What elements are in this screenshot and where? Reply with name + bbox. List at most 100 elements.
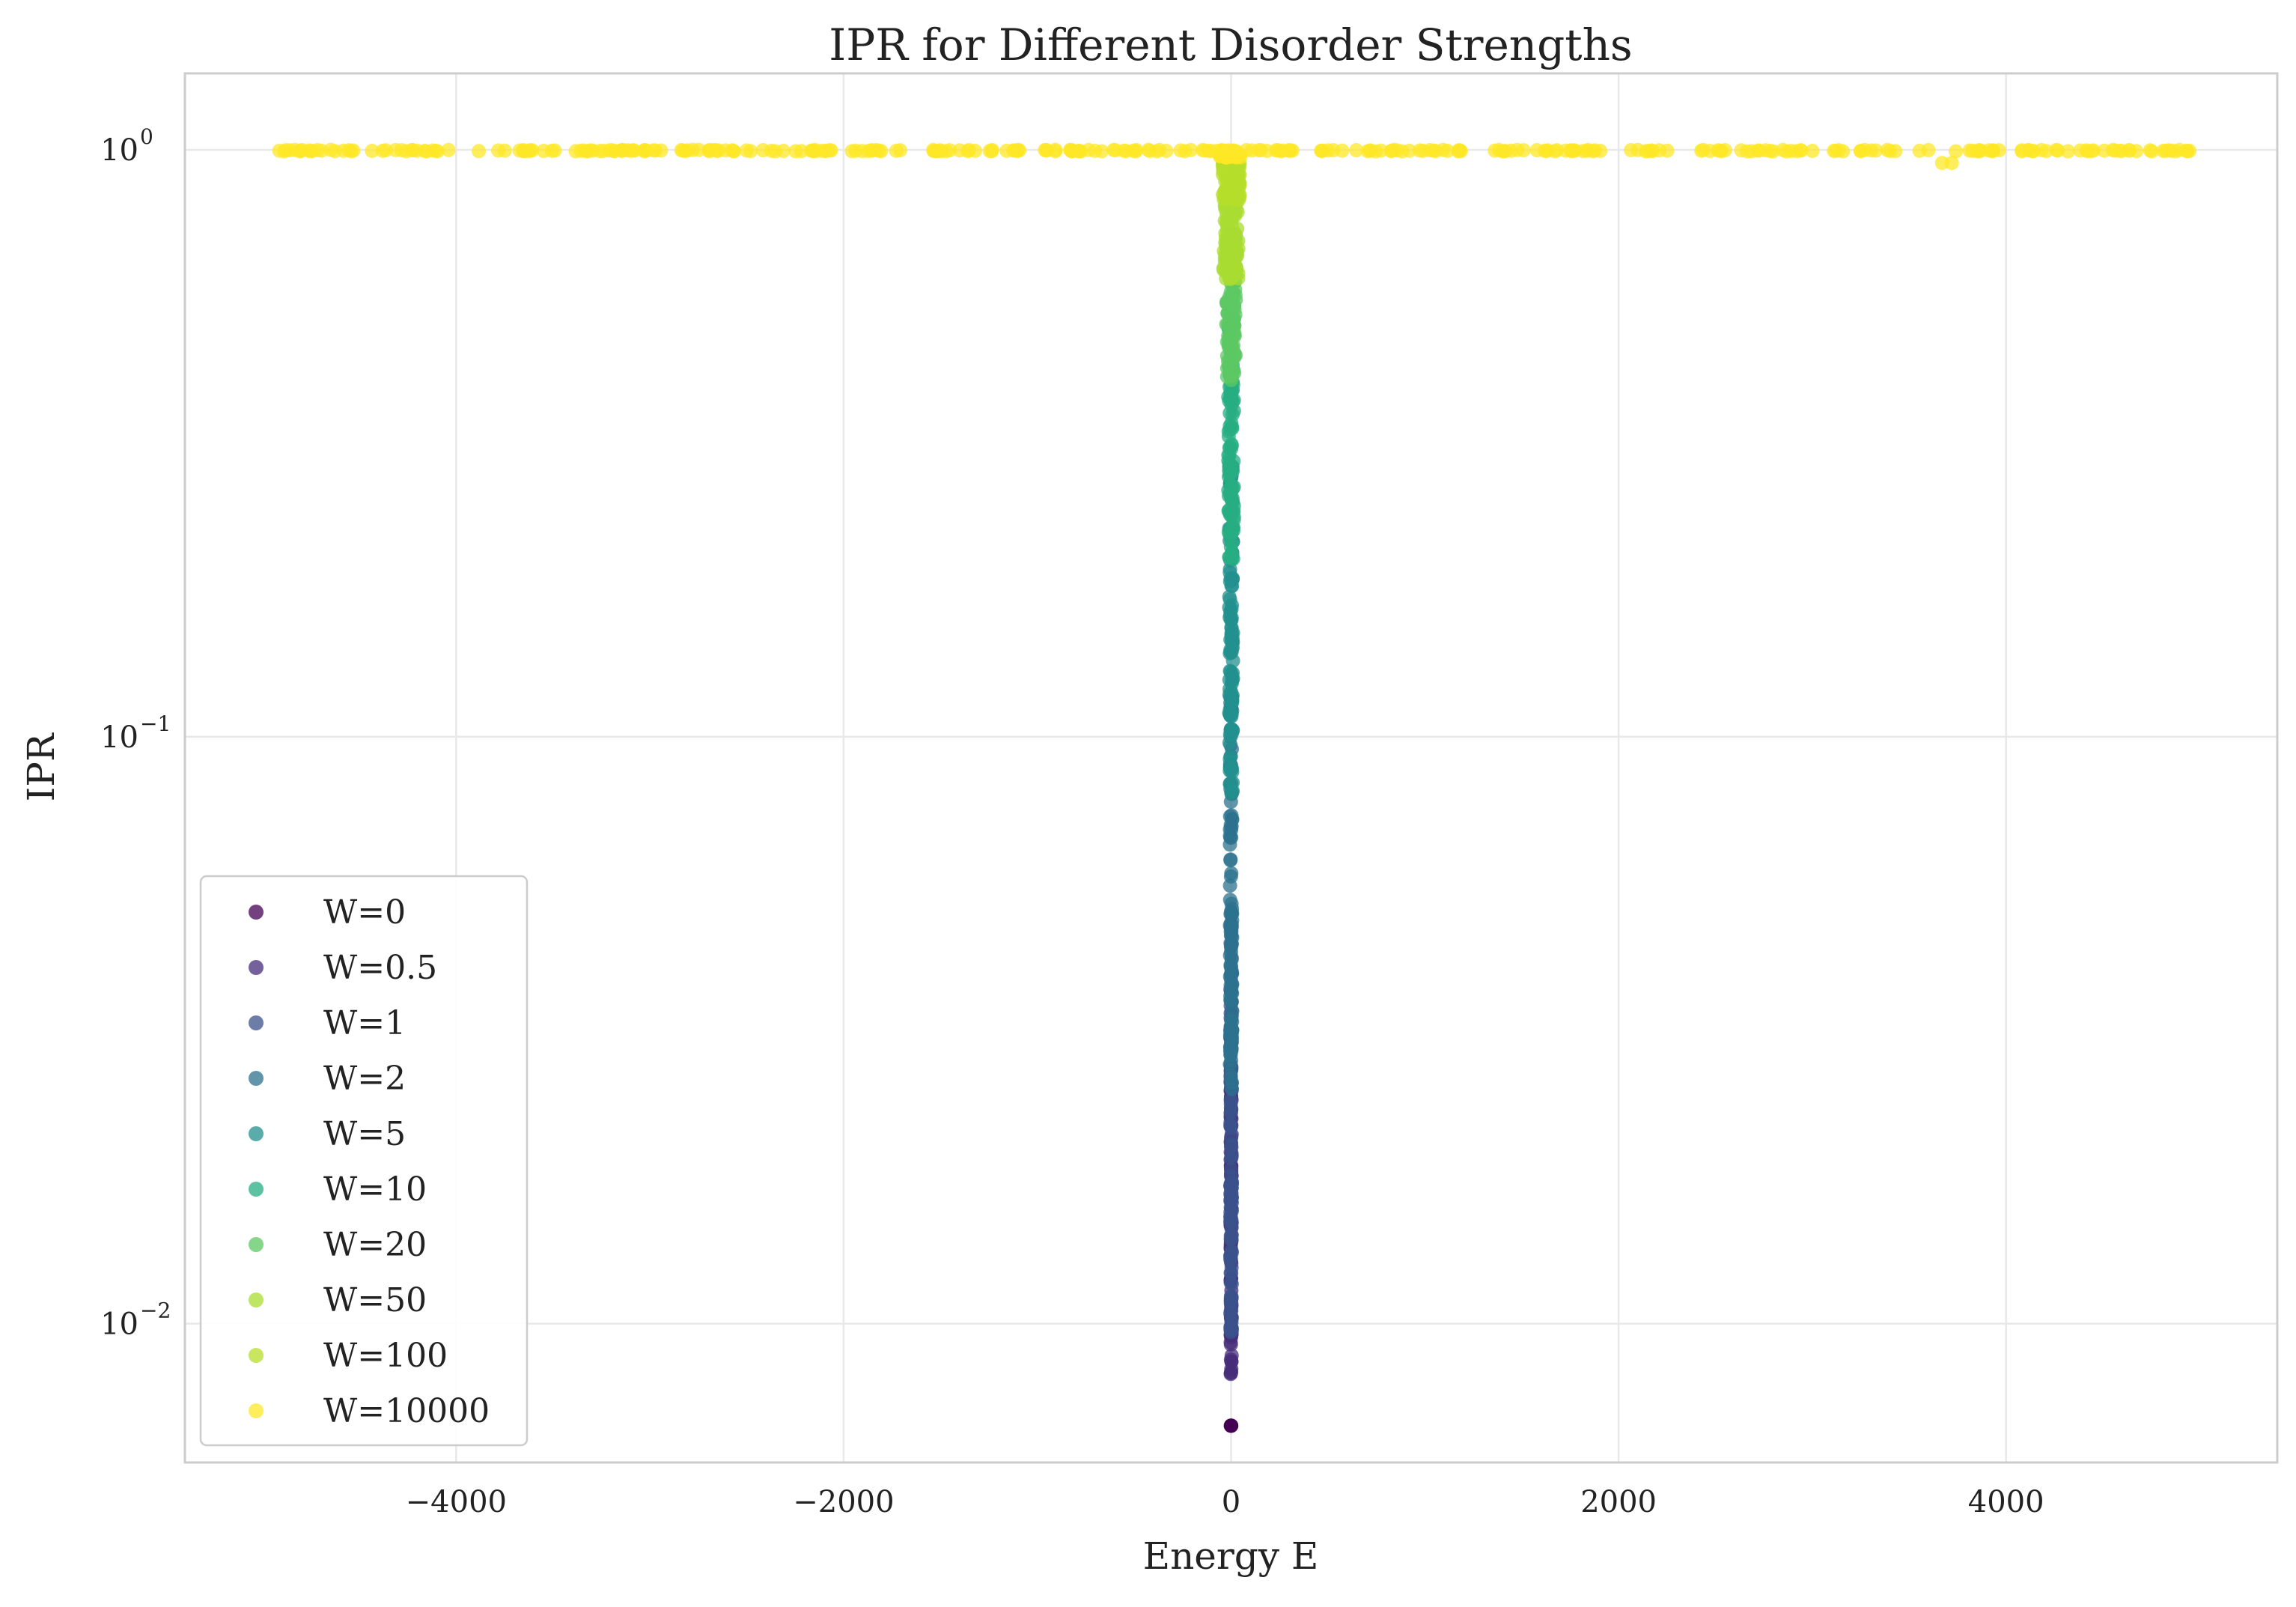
data-point: [1218, 186, 1233, 201]
data-point: [691, 142, 706, 157]
data-point: [1223, 1151, 1238, 1166]
data-point: [375, 143, 390, 158]
legend-label: W=100: [323, 1337, 448, 1375]
data-point: [1223, 853, 1238, 868]
data-point: [1422, 143, 1437, 158]
data-point: [1985, 143, 2000, 158]
data-point: [1222, 752, 1237, 767]
data-point: [606, 144, 621, 159]
data-point: [1223, 869, 1238, 884]
data-point: [1223, 763, 1238, 778]
data-point: [1224, 1277, 1239, 1292]
legend-item: W=10: [249, 1170, 427, 1209]
data-point: [1223, 393, 1238, 408]
data-point: [2050, 143, 2065, 158]
data-point: [1228, 147, 1243, 162]
data-point: [1222, 256, 1237, 271]
data-point: [1223, 1193, 1238, 1208]
legend-label: W=2: [323, 1060, 406, 1098]
data-point: [1213, 148, 1228, 162]
legend-marker: [249, 1182, 264, 1197]
data-point: [1223, 1043, 1238, 1058]
data-point: [1222, 828, 1237, 843]
data-point: [804, 143, 819, 158]
legend-marker: [249, 1348, 264, 1363]
x-axis-label: Energy E: [1143, 1534, 1319, 1578]
legend: W=0 W=0.5 W=1 W=2 W=5 W=10 W=20 W=50 W=100 W=1000…: [199, 875, 529, 1447]
data-point: [1224, 1161, 1239, 1176]
data-point: [1224, 1010, 1239, 1025]
data-point: [743, 144, 758, 159]
data-point: [1949, 144, 1964, 159]
chart-title: IPR for Different Disorder Strengths: [829, 19, 1632, 70]
data-point: [1223, 1120, 1238, 1134]
data-point: [1540, 143, 1555, 158]
data-point: [1225, 267, 1240, 282]
data-point: [1223, 1367, 1238, 1382]
data-point: [855, 144, 870, 159]
data-point: [1224, 667, 1239, 682]
data-point: [1224, 1227, 1239, 1242]
data-point: [1228, 237, 1243, 252]
data-point: [1081, 142, 1096, 157]
data-point: [1220, 317, 1235, 332]
data-point: [1225, 1031, 1240, 1046]
data-point: [283, 143, 298, 158]
data-point: [1282, 143, 1297, 158]
data-point: [1225, 368, 1240, 383]
data-point: [1921, 142, 1936, 157]
data-point: [1259, 143, 1274, 158]
data-point: [818, 143, 833, 158]
data-point: [1117, 143, 1132, 158]
data-point: [1224, 291, 1239, 306]
data-point: [2061, 144, 2076, 159]
legend-marker: [249, 1126, 264, 1141]
data-point: [512, 143, 527, 158]
y-axis-label: IPR: [19, 732, 63, 801]
data-point: [1714, 144, 1729, 159]
data-point: [272, 143, 287, 158]
data-point: [1106, 142, 1121, 157]
data-point: [1224, 525, 1239, 540]
x-tick-label: 2000: [1580, 1485, 1657, 1519]
legend-item: W=5: [249, 1115, 406, 1153]
data-point: [623, 143, 638, 158]
legend-marker: [249, 960, 264, 975]
data-point: [1223, 928, 1238, 943]
data-point: [1129, 142, 1144, 157]
legend-marker: [249, 1015, 264, 1030]
data-point: [568, 144, 583, 159]
data-point: [430, 144, 445, 159]
data-point: [1567, 143, 1582, 158]
legend-item: W=100: [249, 1337, 448, 1375]
data-point: [1641, 144, 1656, 159]
legend-item: W=10000: [249, 1392, 490, 1430]
data-point: [1222, 646, 1237, 661]
data-point: [1223, 1251, 1238, 1266]
data-point: [1451, 144, 1466, 159]
data-point: [1184, 142, 1199, 157]
y-tick-exponent: −2: [140, 1298, 171, 1323]
data-point: [1152, 142, 1167, 157]
data-point: [934, 144, 949, 159]
data-point: [1864, 143, 1879, 158]
y-tick-exponent: 0: [140, 124, 153, 149]
data-point: [680, 143, 695, 158]
data-point: [1888, 144, 1903, 159]
legend-label: W=50: [323, 1281, 427, 1319]
legend-label: W=5: [323, 1115, 406, 1153]
data-point: [1395, 144, 1410, 159]
data-point: [892, 143, 907, 158]
data-point: [1223, 1070, 1238, 1085]
series-W=0: [1223, 1418, 1239, 1433]
data-point: [1789, 144, 1804, 159]
data-point: [1038, 142, 1053, 157]
data-point: [1225, 695, 1240, 710]
data-point: [1094, 144, 1109, 159]
data-point: [1223, 571, 1238, 586]
legend-item: W=0.5: [249, 949, 437, 987]
data-point: [1224, 437, 1239, 452]
data-point: [1232, 177, 1247, 192]
legend-marker: [249, 1292, 264, 1307]
